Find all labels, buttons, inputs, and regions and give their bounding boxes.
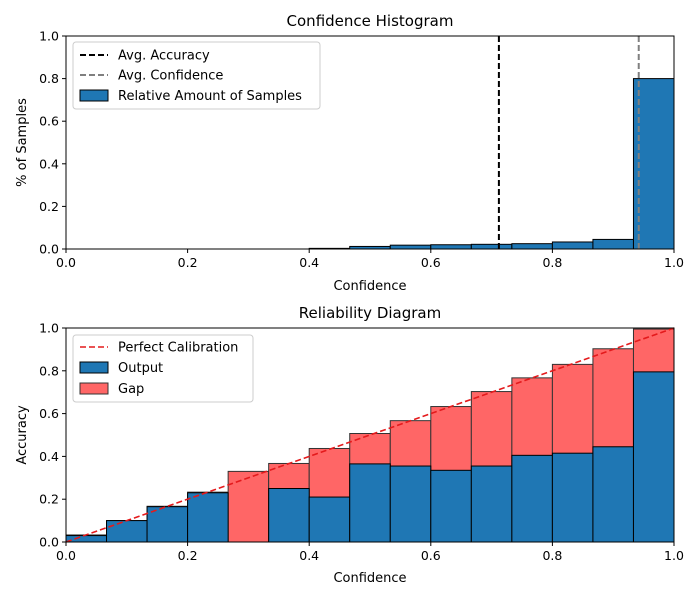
legend-perfect-calibration-label: Perfect Calibration <box>118 341 238 356</box>
y-tick-label: 0.0 <box>39 242 59 257</box>
histogram-bar <box>592 238 634 250</box>
axis-ticks: 0.0 0.2 0.4 0.6 0.8 1.0 0.0 0.2 0.4 0.6 0.8 1.0 <box>39 321 684 564</box>
legend-samples-swatch <box>79 89 109 102</box>
x-tick-label: 0.8 <box>542 548 562 563</box>
histogram-bar <box>632 78 675 250</box>
output-bar <box>632 371 675 543</box>
x-axis-label: Confidence <box>333 279 406 294</box>
y-tick-label: 0.4 <box>39 449 59 464</box>
y-tick-label: 0.2 <box>39 492 59 507</box>
y-tick-label: 0.6 <box>39 114 59 129</box>
histogram-bar <box>389 244 432 250</box>
output-bar <box>592 446 634 543</box>
y-tick-label: 0.2 <box>39 199 59 214</box>
output-bar <box>65 535 108 543</box>
histogram-bars <box>308 78 675 250</box>
x-tick-label: 0.6 <box>421 255 441 270</box>
y-axis-label: Accuracy <box>15 405 30 465</box>
chart-title: Reliability Diagram <box>299 304 441 322</box>
x-tick-label: 0.0 <box>56 548 76 563</box>
output-bar <box>430 469 472 543</box>
legend-avg-accuracy-label: Avg. Accuracy <box>118 49 210 64</box>
histogram-bar <box>430 244 472 250</box>
reference-lines <box>497 36 640 249</box>
output-bar <box>511 454 553 543</box>
legend-samples-label: Relative Amount of Samples <box>118 89 302 104</box>
output-bar <box>389 465 432 543</box>
histogram-bar <box>470 243 513 250</box>
output-bar <box>470 465 513 543</box>
x-tick-label: 1.0 <box>664 255 684 270</box>
gap-bar <box>227 470 270 543</box>
legend-frame <box>72 41 321 110</box>
output-bar <box>551 452 594 543</box>
legend-avg-confidence-label: Avg. Confidence <box>118 69 223 84</box>
x-axis-label: Confidence <box>333 571 406 586</box>
output-bar <box>106 520 148 543</box>
confidence-histogram-chart: Confidence Histogram 0.0 0.2 0.4 0.6 0.8 1.00… <box>15 12 684 294</box>
x-tick-label: 0.6 <box>421 548 441 563</box>
x-tick-label: 0.4 <box>299 255 319 270</box>
output-bar <box>268 488 310 543</box>
output-bar <box>349 463 391 543</box>
x-tick-label: 1.0 <box>664 548 684 563</box>
histogram-bar <box>511 243 553 250</box>
chart-title: Confidence Histogram <box>287 12 454 30</box>
y-tick-label: 0.6 <box>39 406 59 421</box>
legend: Avg. Accuracy Avg. Confidence Relative A… <box>72 41 321 110</box>
output-bar <box>187 492 229 543</box>
legend-output-swatch <box>79 361 109 374</box>
x-tick-label: 0.8 <box>542 255 562 270</box>
legend: Perfect Calibration Output Gap <box>72 334 254 403</box>
x-tick-label: 0.0 <box>56 255 76 270</box>
y-tick-label: 0.8 <box>39 71 59 86</box>
plot-frame <box>65 35 675 250</box>
x-tick-label: 0.2 <box>178 548 198 563</box>
y-tick-label: 1.0 <box>39 321 59 336</box>
legend-gap-label: Gap <box>118 382 144 397</box>
legend-gap-swatch <box>79 382 109 395</box>
output-bar <box>308 496 351 543</box>
legend-frame <box>72 334 254 403</box>
y-tick-label: 1.0 <box>39 29 59 44</box>
legend-output-label: Output <box>118 361 163 376</box>
axis-ticks: 0.0 0.2 0.4 0.6 0.8 1.0 0.0 0.2 0.4 0.6 0.8 1.0 <box>39 29 684 271</box>
reliability-diagram-chart: Reliability Diagram 0.0 0.2 0.4 0.6 0.8 1.00.… <box>15 304 684 586</box>
y-tick-label: 0.4 <box>39 156 59 171</box>
y-axis-label: % of Samples <box>15 98 30 187</box>
x-tick-label: 0.2 <box>178 255 198 270</box>
output-bar <box>146 506 189 543</box>
plot-frame <box>65 327 675 543</box>
histogram-bar <box>551 241 594 250</box>
y-tick-label: 0.0 <box>39 535 59 550</box>
output-bars <box>65 371 675 543</box>
x-tick-label: 0.4 <box>299 548 319 563</box>
y-tick-label: 0.8 <box>39 363 59 378</box>
